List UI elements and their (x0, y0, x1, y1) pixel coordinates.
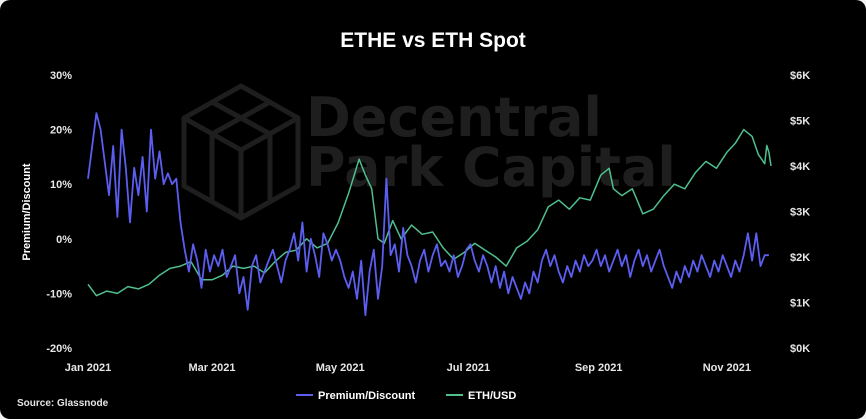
series-line-eth-usd (87, 128, 772, 297)
legend: Premium/Discount ETH/USD (296, 390, 516, 402)
y-tick-label: 30% (50, 70, 72, 82)
chart-title: ETHE vs ETH Spot (340, 29, 526, 52)
y2-tick-label: $3K (790, 207, 810, 219)
y2-tick-label: $2K (790, 252, 810, 264)
y2-tick-label: $0K (790, 343, 810, 355)
watermark-line2: Park Capital (306, 136, 676, 199)
y-tick-label: -20% (46, 343, 72, 355)
y2-tick-label: $6K (790, 70, 810, 82)
y-axis-label: Premium/Discount (21, 163, 33, 261)
legend-label-eth-usd: ETH/USD (468, 390, 516, 402)
y-tick-label: -10% (46, 288, 72, 300)
x-tick-label: Nov 2021 (703, 362, 751, 374)
y2-tick-label: $5K (790, 116, 810, 128)
left-axis-ticks: 30% 20% 10% 0% -10% -20% (46, 70, 72, 355)
legend-label-premium-discount: Premium/Discount (318, 390, 416, 402)
right-axis-ticks: $6K $5K $4K $3K $2K $1K $0K (790, 70, 810, 355)
series-line-premium-discount (87, 112, 769, 317)
cube-logo-icon (181, 83, 301, 221)
y-tick-label: 20% (50, 125, 72, 137)
x-tick-label: Jan 2021 (65, 362, 111, 374)
watermark-line1: Decentral (306, 86, 602, 149)
watermark: Decentral Park Capital (181, 83, 676, 221)
x-axis-ticks: Jan 2021 Mar 2021 May 2021 Jul 2021 Sep 2021… (65, 362, 751, 374)
y-tick-label: 10% (50, 179, 72, 191)
x-tick-label: May 2021 (316, 362, 365, 374)
source-note: Source: Glassnode (17, 398, 109, 409)
x-tick-label: Mar 2021 (188, 362, 235, 374)
y2-tick-label: $4K (790, 161, 810, 173)
y2-tick-label: $1K (790, 298, 810, 310)
y-tick-label: 0% (56, 234, 72, 246)
x-tick-label: Jul 2021 (447, 362, 490, 374)
x-tick-label: Sep 2021 (575, 362, 623, 374)
